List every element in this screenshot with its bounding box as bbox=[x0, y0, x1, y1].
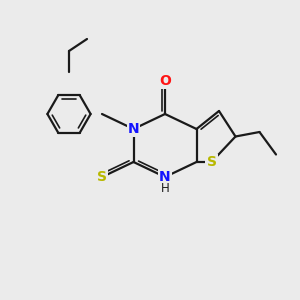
Text: N: N bbox=[159, 170, 171, 184]
Text: N: N bbox=[128, 122, 139, 136]
Text: H: H bbox=[160, 182, 169, 195]
Text: S: S bbox=[97, 170, 107, 184]
Text: S: S bbox=[206, 155, 217, 169]
Text: O: O bbox=[159, 74, 171, 88]
